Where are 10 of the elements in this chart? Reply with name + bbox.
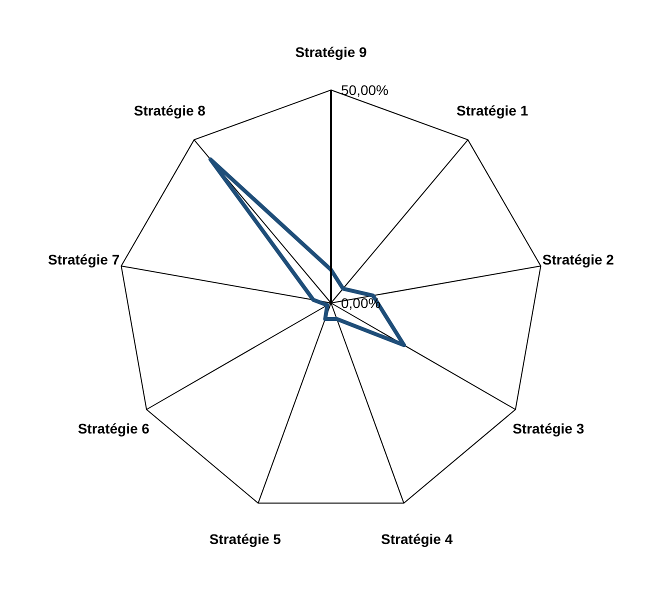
spoke-label: Stratégie 5: [209, 530, 282, 547]
y-tick-label: 50,00%: [341, 82, 388, 98]
spoke-label: Stratégie 1: [456, 102, 528, 119]
spoke-label: Stratégie 4: [381, 530, 453, 547]
spoke-label: Stratégie 2: [542, 251, 614, 268]
spoke-label: Stratégie 7: [48, 251, 120, 268]
spoke-label: Stratégie 3: [512, 420, 584, 436]
spoke-label: Stratégie 8: [134, 102, 206, 119]
spoke-label: Stratégie 6: [78, 420, 150, 436]
spoke-label: Stratégie 9: [295, 44, 368, 60]
